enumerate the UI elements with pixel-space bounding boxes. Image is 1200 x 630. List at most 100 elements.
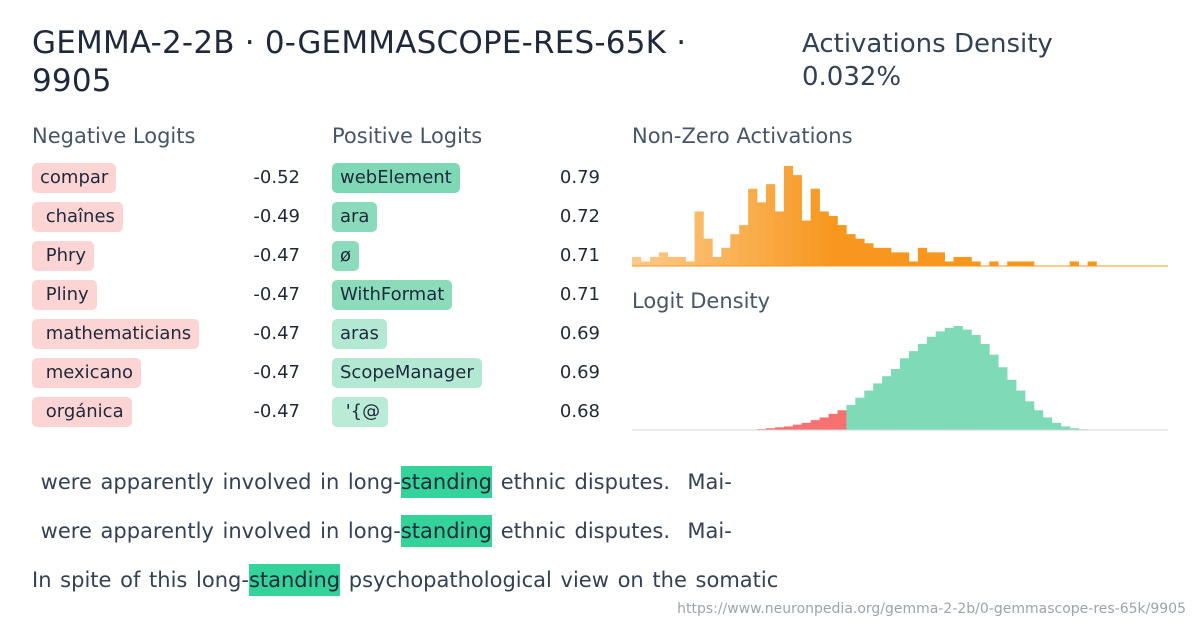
logit-value: -0.49	[253, 206, 300, 227]
token-chip[interactable]: webElement	[332, 163, 460, 193]
positive-density-bar	[864, 390, 874, 430]
negative-density-bar	[801, 422, 811, 430]
negative-logit-row: chaînes	[32, 201, 123, 233]
activation-bar	[828, 216, 838, 266]
activation-bar	[962, 256, 972, 266]
positive-density-bar	[962, 329, 972, 430]
activation-bar	[792, 175, 803, 266]
token-chip[interactable]: ara	[332, 202, 378, 232]
activation-bar	[1087, 261, 1097, 266]
activation-bar	[703, 238, 713, 266]
density-label: Activations Density	[802, 29, 1053, 59]
activation-bar	[1007, 261, 1017, 266]
positive-density-bar	[944, 327, 954, 430]
logit-value: 0.69	[559, 362, 600, 383]
negative-logit-row: orgánica	[32, 396, 132, 428]
positive-density-bar	[855, 397, 865, 430]
positive-density-bar	[953, 326, 963, 430]
highlighted-token: standing	[400, 466, 493, 498]
example-suffix: ethnic disputes. Mai-	[492, 519, 732, 543]
token-chip[interactable]: orgánica	[32, 397, 132, 427]
activation-bar	[730, 234, 740, 266]
positive-density-bar	[926, 336, 937, 430]
positive-density-bar	[846, 404, 856, 430]
activation-bar	[971, 261, 981, 266]
activation-bar	[783, 166, 794, 266]
activation-bar	[721, 247, 731, 266]
token-chip[interactable]: compar	[32, 163, 117, 193]
activation-bar	[712, 256, 722, 266]
activation-bar	[694, 211, 704, 266]
activation-bar	[667, 256, 677, 266]
token-chip[interactable]: mathematicians	[32, 319, 200, 349]
logit-value: 0.79	[559, 167, 600, 188]
activation-bar	[757, 202, 767, 266]
example-prefix: were apparently involved in long-	[32, 470, 401, 494]
activation-bar	[873, 247, 883, 266]
activation-bar	[1016, 261, 1026, 266]
logit-value: 0.72	[559, 206, 600, 227]
negative-density-bar	[819, 417, 829, 430]
token-chip[interactable]: Pliny	[32, 280, 97, 310]
positive-density-bar	[891, 369, 901, 430]
activation-bar	[640, 261, 651, 266]
activation-bar	[632, 256, 642, 266]
activation-bar	[917, 247, 928, 266]
token-chip[interactable]: chaînes	[32, 202, 123, 232]
activation-bar	[766, 184, 776, 266]
negative-logit-row: Pliny	[32, 279, 97, 311]
logit-value: -0.52	[253, 167, 300, 188]
positive-logit-row: aras	[332, 318, 387, 350]
token-chip[interactable]: ScopeManager	[332, 358, 482, 388]
highlighted-token: standing	[248, 564, 341, 596]
positive-logit-row: webElement	[332, 162, 460, 194]
logit-density-heading: Logit Density	[632, 289, 771, 313]
positive-density-bar	[882, 376, 892, 430]
positive-logit-row: ara	[332, 201, 378, 233]
example-suffix: ethnic disputes. Mai-	[492, 470, 732, 494]
positive-density-bar	[1025, 401, 1035, 430]
activation-bar	[810, 188, 820, 266]
activation-bar	[801, 220, 811, 266]
token-chip[interactable]: mexicano	[32, 358, 142, 388]
negative-density-bar	[783, 426, 794, 430]
activation-bar	[935, 252, 945, 266]
logit-value: 0.71	[559, 245, 600, 266]
positive-density-bar	[935, 331, 945, 430]
positive-density-bar	[998, 367, 1008, 430]
logit-value: 0.69	[559, 323, 600, 344]
token-chip[interactable]: aras	[332, 319, 387, 349]
positive-logit-row: '{@	[332, 396, 389, 428]
nonzero-activations-heading: Non-Zero Activations	[632, 124, 853, 148]
negative-logit-row: compar	[32, 162, 117, 194]
example-text: were apparently involved in long-standin…	[32, 512, 732, 550]
activation-bar	[819, 211, 829, 266]
positive-logit-row: WithFormat	[332, 279, 453, 311]
activation-bar	[953, 256, 963, 266]
token-chip[interactable]: Phry	[32, 241, 95, 271]
positive-density-bar	[900, 358, 910, 430]
activation-bar	[882, 247, 892, 266]
logit-value: -0.47	[253, 401, 300, 422]
positive-density-bar	[1069, 428, 1079, 430]
activation-bar	[774, 211, 785, 266]
positive-logit-row: ø	[332, 240, 360, 272]
token-chip[interactable]: ø	[332, 241, 360, 271]
activation-bar	[748, 188, 758, 266]
example-suffix: psychopathological view on the somatic	[340, 568, 779, 592]
activation-bar	[855, 238, 865, 266]
activation-bar	[685, 261, 695, 266]
negative-density-bar	[837, 410, 847, 430]
positive-density-bar	[1042, 417, 1053, 430]
activation-bar	[846, 234, 856, 266]
positive-density-bar	[873, 383, 883, 430]
nonzero-activations-histogram	[632, 166, 1168, 267]
token-chip[interactable]: WithFormat	[332, 280, 453, 310]
token-chip[interactable]: '{@	[332, 397, 389, 427]
positive-density-bar	[980, 343, 990, 430]
positive-density-bar	[989, 354, 999, 430]
activation-bar	[739, 225, 749, 266]
activation-bar	[989, 261, 999, 266]
positive-density-bar	[1007, 379, 1017, 430]
positive-density-bar	[1034, 410, 1044, 430]
